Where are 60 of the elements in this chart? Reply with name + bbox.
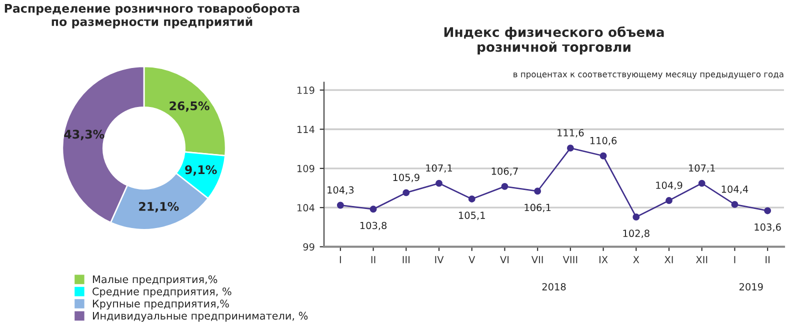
x-tick-label: II — [371, 256, 376, 264]
data-label: 105,9 — [393, 174, 420, 182]
legend-label: Средние предприятия, % — [92, 287, 232, 298]
y-tick-label: 114 — [297, 126, 314, 133]
point — [731, 200, 738, 208]
point — [501, 182, 508, 190]
data-label: 105,1 — [459, 212, 485, 220]
x-tick-label: I — [734, 256, 736, 264]
x-tick-label: II — [766, 256, 770, 264]
data-label: 104,9 — [656, 182, 682, 190]
point — [632, 214, 640, 220]
x-tick-label: III — [402, 256, 410, 264]
data-label: 106,1 — [524, 204, 551, 212]
data-label: 9,1% — [185, 165, 217, 176]
chart-title: Индекс физического объема розничной торговли — [444, 26, 664, 54]
data-label: 43,3% — [64, 130, 104, 140]
point — [402, 189, 410, 196]
data-label: 103,8 — [360, 222, 387, 230]
data-label: 107,1 — [426, 164, 452, 173]
data-label: 106,7 — [492, 167, 518, 176]
x-tick-label: VII — [531, 256, 543, 264]
data-label: 103,6 — [754, 223, 781, 232]
legend-label: Малые предприятия,% — [92, 275, 218, 286]
point — [666, 197, 672, 204]
point — [370, 206, 377, 213]
data-label: 26,5% — [170, 101, 210, 112]
legend-label: Крупные предприятия,% — [92, 300, 229, 310]
y-tick-label: 109 — [297, 164, 314, 172]
x-tick-label: I — [340, 256, 341, 264]
x-tick-label: V — [468, 256, 476, 264]
text: 2018 — [542, 283, 566, 290]
data-label: 107,1 — [689, 164, 715, 173]
x-tick-label: VI — [500, 256, 509, 264]
data-label: 21,1% — [139, 202, 179, 212]
text: 2019 — [739, 283, 763, 290]
x-tick-label: VIII — [562, 256, 578, 264]
x-tick-label: XI — [664, 256, 673, 264]
point — [534, 188, 542, 195]
point — [600, 152, 607, 160]
data-label: 104,3 — [328, 186, 354, 195]
legend-label: Индивидуальные предприниматели, % — [92, 312, 308, 322]
chart-title: Распределение розничного товарооборота по размерности предприятий — [4, 3, 300, 28]
point — [468, 195, 476, 202]
x-tick-label: IV — [435, 256, 444, 264]
x-tick-label: IX — [599, 256, 608, 264]
y-tick-label: 119 — [297, 86, 314, 94]
data-label: 102,8 — [623, 230, 650, 238]
chart-subtitle: в процентах к соответствующему месяцу предыдущего года — [514, 72, 784, 79]
data-label: 104,4 — [722, 185, 748, 194]
point — [566, 144, 574, 152]
point — [436, 180, 442, 187]
y-tick-label: 99 — [303, 243, 314, 251]
data-label: 110,6 — [590, 136, 617, 146]
y-tick-label: 104 — [297, 204, 314, 212]
point — [698, 180, 706, 187]
x-tick-label: X — [633, 256, 640, 264]
data-label: 111,6 — [558, 129, 584, 138]
x-tick-label: XII — [696, 256, 708, 264]
point — [336, 202, 344, 209]
point — [764, 207, 772, 214]
